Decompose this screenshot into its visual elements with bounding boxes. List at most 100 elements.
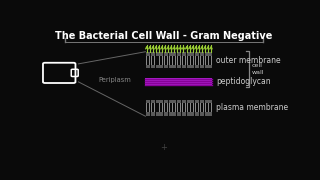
- Bar: [205, 60, 206, 65]
- Bar: [177, 56, 178, 60]
- Bar: [195, 60, 196, 65]
- Bar: [187, 65, 189, 68]
- Bar: [154, 60, 155, 65]
- Bar: [211, 103, 212, 107]
- Bar: [189, 100, 192, 103]
- Bar: [161, 100, 163, 103]
- Bar: [145, 78, 212, 86]
- Bar: [205, 103, 206, 107]
- Bar: [153, 112, 156, 116]
- Bar: [192, 112, 194, 116]
- Bar: [193, 56, 194, 60]
- Bar: [174, 107, 175, 112]
- Bar: [169, 107, 170, 112]
- Bar: [159, 60, 160, 65]
- Bar: [205, 56, 206, 60]
- Bar: [203, 60, 204, 65]
- Bar: [167, 60, 168, 65]
- Bar: [202, 112, 204, 116]
- Bar: [197, 112, 199, 116]
- Bar: [177, 107, 178, 112]
- Bar: [164, 52, 166, 56]
- Bar: [161, 52, 163, 56]
- Bar: [177, 60, 178, 65]
- Bar: [153, 52, 156, 56]
- Bar: [158, 112, 161, 116]
- Bar: [205, 107, 206, 112]
- Bar: [171, 112, 173, 116]
- Text: plasma membrane: plasma membrane: [216, 103, 288, 112]
- Bar: [146, 103, 147, 107]
- Bar: [189, 112, 192, 116]
- Bar: [148, 52, 150, 56]
- Bar: [149, 107, 150, 112]
- Bar: [207, 100, 210, 103]
- Bar: [151, 103, 152, 107]
- Bar: [187, 52, 189, 56]
- Bar: [200, 103, 201, 107]
- Bar: [169, 52, 171, 56]
- Bar: [205, 112, 207, 116]
- Bar: [174, 112, 176, 116]
- Bar: [153, 100, 156, 103]
- Text: outer membrane: outer membrane: [216, 56, 281, 65]
- Bar: [159, 103, 160, 107]
- Bar: [172, 60, 173, 65]
- Bar: [203, 56, 204, 60]
- Bar: [153, 65, 156, 68]
- Bar: [190, 56, 191, 60]
- Bar: [197, 65, 199, 68]
- Bar: [162, 60, 163, 65]
- Bar: [195, 103, 196, 107]
- Bar: [177, 100, 179, 103]
- Bar: [166, 52, 168, 56]
- Bar: [174, 52, 176, 56]
- Bar: [146, 107, 147, 112]
- Bar: [211, 107, 212, 112]
- Bar: [146, 60, 147, 65]
- Bar: [185, 56, 186, 60]
- Bar: [182, 103, 183, 107]
- Bar: [171, 100, 173, 103]
- Bar: [171, 52, 173, 56]
- Bar: [146, 100, 148, 103]
- Bar: [200, 112, 202, 116]
- Bar: [200, 56, 201, 60]
- Bar: [182, 100, 184, 103]
- Bar: [151, 107, 152, 112]
- Bar: [184, 65, 187, 68]
- Bar: [207, 112, 210, 116]
- Bar: [200, 60, 201, 65]
- Bar: [164, 56, 165, 60]
- Bar: [156, 65, 158, 68]
- Bar: [200, 100, 202, 103]
- Bar: [192, 100, 194, 103]
- Bar: [182, 60, 183, 65]
- Bar: [177, 52, 179, 56]
- Text: The Bacterial Cell Wall - Gram Negative: The Bacterial Cell Wall - Gram Negative: [55, 31, 273, 41]
- Bar: [169, 112, 171, 116]
- Bar: [169, 100, 171, 103]
- Bar: [172, 56, 173, 60]
- Bar: [182, 56, 183, 60]
- Bar: [172, 103, 173, 107]
- Bar: [179, 112, 181, 116]
- Bar: [210, 52, 212, 56]
- Bar: [192, 65, 194, 68]
- Bar: [154, 56, 155, 60]
- Bar: [180, 56, 181, 60]
- Bar: [189, 52, 192, 56]
- Bar: [180, 60, 181, 65]
- Bar: [202, 100, 204, 103]
- Bar: [164, 103, 165, 107]
- Bar: [193, 107, 194, 112]
- Bar: [174, 60, 175, 65]
- Bar: [159, 107, 160, 112]
- Bar: [184, 100, 187, 103]
- Bar: [162, 107, 163, 112]
- Bar: [158, 65, 161, 68]
- Bar: [207, 52, 210, 56]
- Bar: [167, 107, 168, 112]
- Bar: [158, 52, 161, 56]
- Bar: [164, 112, 166, 116]
